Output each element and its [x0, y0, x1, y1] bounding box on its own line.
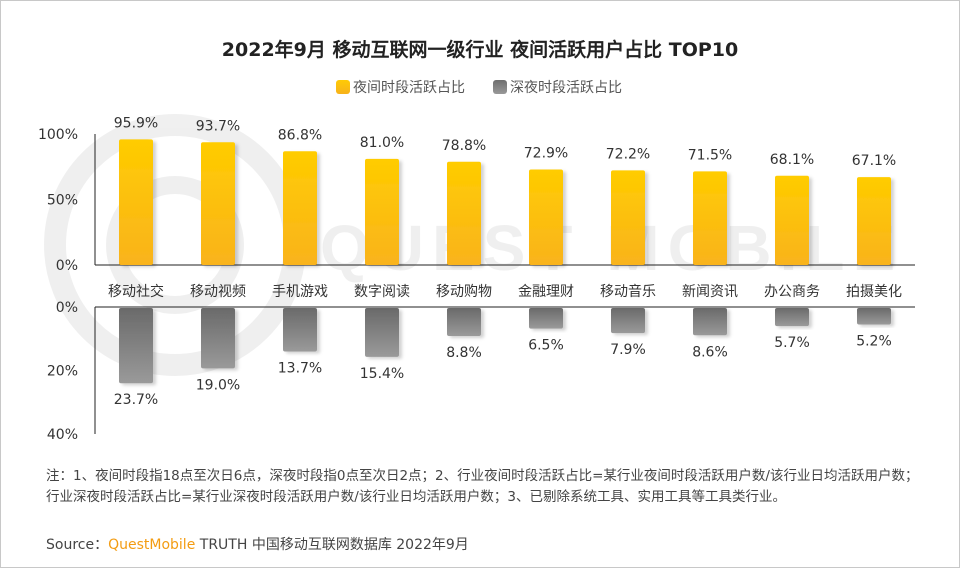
- night-bar: [529, 169, 563, 265]
- latenight-bar: [775, 308, 809, 327]
- latenight-bar: [283, 308, 317, 352]
- footnote: 注：1、夜间时段指18点至次日6点，深夜时段指0点至次日2点；2、行业夜间时段活…: [46, 468, 919, 505]
- lower-tick-label: 40%: [47, 427, 78, 443]
- night-value-label: 72.2%: [606, 146, 650, 162]
- source-line: Source：QuestMobile TRUTH 中国移动互联网数据库 2022…: [46, 534, 469, 554]
- upper-tick-label: 50%: [47, 193, 78, 209]
- night-bar: [775, 175, 809, 265]
- night-value-label: 68.1%: [770, 152, 814, 168]
- category-label: 手机游戏: [272, 284, 328, 300]
- latenight-value-label: 8.8%: [446, 345, 482, 361]
- source-prefix: Source：: [46, 537, 109, 553]
- night-value-label: 81.0%: [360, 135, 404, 151]
- category-label: 新闻资讯: [682, 284, 738, 300]
- latenight-value-label: 19.0%: [196, 377, 240, 393]
- night-value-label: 67.1%: [852, 153, 896, 169]
- category-label: 拍摄美化: [846, 284, 902, 300]
- lower-tick-label: 20%: [47, 364, 78, 380]
- latenight-value-label: 7.9%: [610, 342, 646, 358]
- source-rest: TRUTH 中国移动互联网数据库 2022年9月: [195, 537, 469, 553]
- legend-item-latenight: 深夜时段活跃占比: [493, 77, 622, 97]
- night-value-label: 95.9%: [114, 115, 158, 131]
- lower-tick-label: 0%: [56, 300, 78, 316]
- latenight-bar: [365, 308, 399, 357]
- category-label: 金融理财: [518, 284, 574, 300]
- legend-item-night: 夜间时段活跃占比: [336, 77, 465, 97]
- latenight-value-label: 5.2%: [856, 334, 892, 350]
- legend: 夜间时段活跃占比 深夜时段活跃占比: [336, 77, 622, 97]
- upper-tick-label: 0%: [56, 258, 78, 274]
- chart-title: 2022年9月 移动互联网一级行业 夜间活跃用户占比 TOP10: [221, 39, 739, 61]
- night-bar: [365, 158, 399, 265]
- night-value-label: 86.8%: [278, 127, 322, 143]
- latenight-bar: [447, 308, 481, 336]
- legend-swatch-night: [336, 80, 350, 94]
- category-label: 数字阅读: [354, 283, 410, 300]
- category-label: 移动音乐: [600, 283, 656, 300]
- night-value-label: 72.9%: [524, 146, 568, 162]
- legend-label-latenight: 深夜时段活跃占比: [510, 80, 622, 96]
- category-label: 移动社交: [108, 283, 164, 300]
- source-brand: QuestMobile: [108, 537, 196, 553]
- latenight-bar: [693, 308, 727, 336]
- category-label: 移动视频: [190, 284, 246, 300]
- night-value-label: 78.8%: [442, 138, 486, 154]
- latenight-value-label: 5.7%: [774, 335, 810, 351]
- night-bar: [119, 139, 153, 265]
- latenight-value-label: 23.7%: [114, 392, 158, 408]
- latenight-value-label: 8.6%: [692, 344, 728, 360]
- legend-label-night: 夜间时段活跃占比: [353, 80, 465, 96]
- latenight-bar: [119, 308, 153, 384]
- night-value-label: 71.5%: [688, 147, 732, 163]
- latenight-bar: [611, 308, 645, 334]
- upper-tick-label: 100%: [38, 127, 78, 143]
- legend-swatch-latenight: [493, 80, 507, 94]
- night-bar: [857, 177, 891, 265]
- night-bar: [447, 161, 481, 265]
- category-label: 办公商务: [764, 284, 820, 300]
- night-bar: [611, 170, 645, 265]
- latenight-bar: [529, 308, 563, 329]
- latenight-value-label: 6.5%: [528, 338, 564, 354]
- night-bar: [283, 151, 317, 265]
- latenight-value-label: 15.4%: [360, 366, 404, 382]
- latenight-value-label: 13.7%: [278, 360, 322, 376]
- latenight-bar: [857, 308, 891, 325]
- night-value-label: 93.7%: [196, 118, 240, 134]
- category-label: 移动购物: [436, 284, 492, 300]
- night-bar: [693, 171, 727, 265]
- latenight-bar: [201, 308, 235, 369]
- night-bar: [201, 142, 235, 265]
